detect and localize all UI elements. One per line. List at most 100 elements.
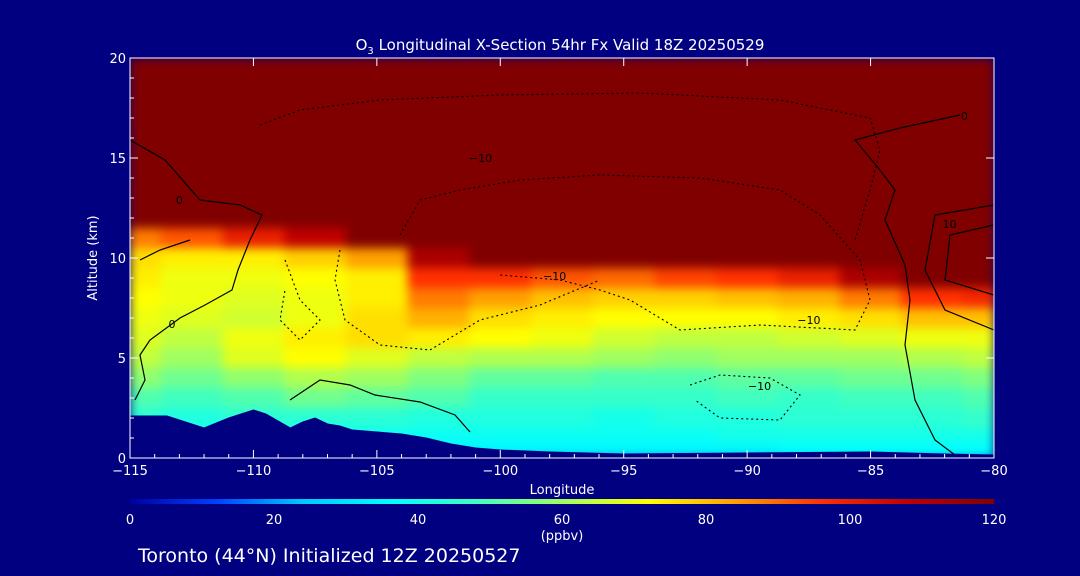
heatmap-cell — [592, 198, 656, 229]
x-tick-label: −80 — [980, 464, 1007, 479]
heatmap-cell — [407, 158, 470, 199]
heatmap-cell — [778, 78, 841, 119]
heatmap-cell — [716, 288, 779, 309]
heatmap-cell — [531, 308, 594, 329]
heatmap-cell — [654, 308, 717, 329]
x-tick-label: −90 — [733, 464, 760, 479]
heatmap-cell — [901, 328, 964, 349]
heatmap-cell — [407, 328, 470, 349]
heatmap-cell — [222, 248, 285, 269]
contour-ten-east — [924, 204, 994, 331]
heatmap-cell — [901, 368, 964, 389]
heatmap-cell — [778, 118, 841, 159]
heatmap-cell — [963, 328, 994, 349]
heatmap-cell — [963, 118, 994, 159]
x-tick-label: −115 — [112, 464, 148, 479]
contour-zero-east — [853, 114, 961, 456]
y-tick-label: 20 — [109, 52, 126, 67]
heatmap-cell — [346, 308, 409, 329]
heatmap-cell — [654, 248, 717, 269]
heatmap-cell — [716, 348, 779, 369]
heatmap-cell — [130, 78, 162, 119]
heatmap-cell — [654, 158, 717, 199]
heatmap-cell — [160, 268, 224, 289]
heatmap-cell — [346, 328, 409, 349]
heatmap-cell — [130, 368, 162, 389]
heatmap-cell — [901, 228, 964, 249]
heatmap-cell — [716, 228, 779, 249]
heatmap-cell — [963, 428, 994, 444]
x-tick-label: −105 — [359, 464, 395, 479]
heatmap-cell — [160, 328, 224, 349]
heatmap-cell — [654, 348, 717, 369]
heatmap-cell — [592, 428, 656, 444]
heatmap-cell — [284, 58, 347, 79]
heatmap-cell — [654, 228, 717, 249]
heatmap-cell — [778, 288, 841, 309]
heatmap-cell — [839, 328, 902, 349]
heatmap-cell — [839, 228, 902, 249]
heatmap-cell — [284, 248, 347, 269]
heatmap-cell — [469, 198, 532, 229]
heatmap-cell — [469, 158, 532, 199]
heatmap-cell — [469, 328, 532, 349]
colorbar-tick-label: 40 — [410, 513, 427, 528]
colorbar — [130, 499, 994, 504]
heatmap-cell — [407, 348, 470, 369]
contour-neg10-loop — [279, 259, 321, 341]
heatmap-cell — [839, 288, 902, 309]
heatmap-cell — [592, 328, 656, 349]
heatmap-cell — [901, 78, 964, 119]
heatmap-cell — [778, 58, 841, 79]
heatmap-cell — [963, 58, 994, 79]
x-axis: −115 −110 −105 −100 −95 −90 −85 −80 — [112, 58, 1008, 479]
y-tick-label: 0 — [118, 452, 126, 467]
heatmap-cell — [346, 388, 409, 409]
heatmap-cell — [901, 408, 964, 429]
heatmap-cell — [531, 428, 594, 444]
colorbar-tick-label: 80 — [698, 513, 715, 528]
heatmap-cell — [716, 268, 779, 289]
heatmap-cell — [716, 58, 779, 79]
heatmap-cell — [531, 288, 594, 309]
heatmap-cell — [284, 78, 347, 119]
heatmap-cell — [716, 198, 779, 229]
heatmap-cell — [284, 308, 347, 329]
contour-neg10-mid — [399, 174, 871, 331]
heatmap-cell — [130, 288, 162, 309]
heatmap-cell — [284, 388, 347, 409]
heatmap-cell — [346, 158, 409, 199]
heatmap-cell — [901, 118, 964, 159]
heatmap-cell — [778, 248, 841, 269]
heatmap-cell — [346, 268, 409, 289]
colorbar-tick-label: 100 — [838, 513, 863, 528]
heatmap-cell — [592, 118, 656, 159]
heatmap-cell — [963, 198, 994, 229]
heatmap-cell — [469, 248, 532, 269]
heatmap-cell — [346, 58, 409, 79]
heatmap-cell — [716, 118, 779, 159]
heatmap-cell — [839, 118, 902, 159]
heatmap-cell — [901, 308, 964, 329]
x-tick-label: −85 — [857, 464, 884, 479]
heatmap-cell — [963, 248, 994, 269]
heatmap-cell — [469, 58, 532, 79]
heatmap-cell — [654, 78, 717, 119]
heatmap-cell — [346, 348, 409, 369]
heatmap-cell — [407, 228, 470, 249]
heatmap-cell — [160, 308, 224, 329]
contour-terrain-line — [289, 379, 471, 433]
heatmap-cell — [531, 228, 594, 249]
heatmap-cell — [469, 268, 532, 289]
heatmap-cell — [592, 228, 656, 249]
heatmap-cell — [130, 308, 162, 329]
heatmap-cell — [469, 288, 532, 309]
heatmap-cell — [531, 198, 594, 229]
heatmap-cell — [222, 288, 285, 309]
heatmap-cell — [469, 228, 532, 249]
heatmap-cell — [407, 268, 470, 289]
x-axis-label: Longitude — [530, 483, 595, 498]
heatmap-cell — [778, 268, 841, 289]
heatmap-cell — [160, 228, 224, 249]
heatmap-cell — [592, 248, 656, 269]
